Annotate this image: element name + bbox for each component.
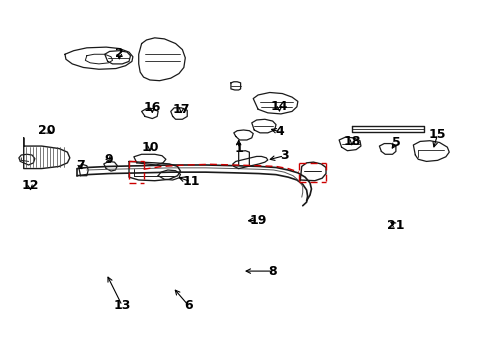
Polygon shape xyxy=(251,119,275,133)
Text: 12: 12 xyxy=(21,179,39,192)
Text: 13: 13 xyxy=(113,299,131,312)
Text: 19: 19 xyxy=(249,213,266,226)
Polygon shape xyxy=(232,157,267,168)
Polygon shape xyxy=(412,141,448,161)
Text: 4: 4 xyxy=(274,125,283,138)
Polygon shape xyxy=(338,137,360,151)
Text: 14: 14 xyxy=(270,100,287,113)
Text: 18: 18 xyxy=(343,135,360,148)
Polygon shape xyxy=(351,126,423,132)
Polygon shape xyxy=(104,51,130,64)
Text: 11: 11 xyxy=(182,175,200,188)
Text: 1: 1 xyxy=(234,142,243,155)
Text: 7: 7 xyxy=(76,159,85,172)
Text: 2: 2 xyxy=(115,47,123,60)
Text: 15: 15 xyxy=(428,128,446,141)
Polygon shape xyxy=(129,161,180,181)
Text: 21: 21 xyxy=(386,219,404,232)
Text: 17: 17 xyxy=(172,103,190,116)
Polygon shape xyxy=(300,162,325,181)
Text: 8: 8 xyxy=(268,265,276,278)
Polygon shape xyxy=(253,93,297,114)
Polygon shape xyxy=(379,144,395,154)
Text: 9: 9 xyxy=(104,153,113,166)
Text: 20: 20 xyxy=(38,124,55,137)
Text: 6: 6 xyxy=(184,299,193,312)
Text: 3: 3 xyxy=(280,149,288,162)
Text: 10: 10 xyxy=(141,141,158,154)
Text: 16: 16 xyxy=(143,102,161,114)
Text: 5: 5 xyxy=(391,136,400,149)
Polygon shape xyxy=(24,138,70,168)
